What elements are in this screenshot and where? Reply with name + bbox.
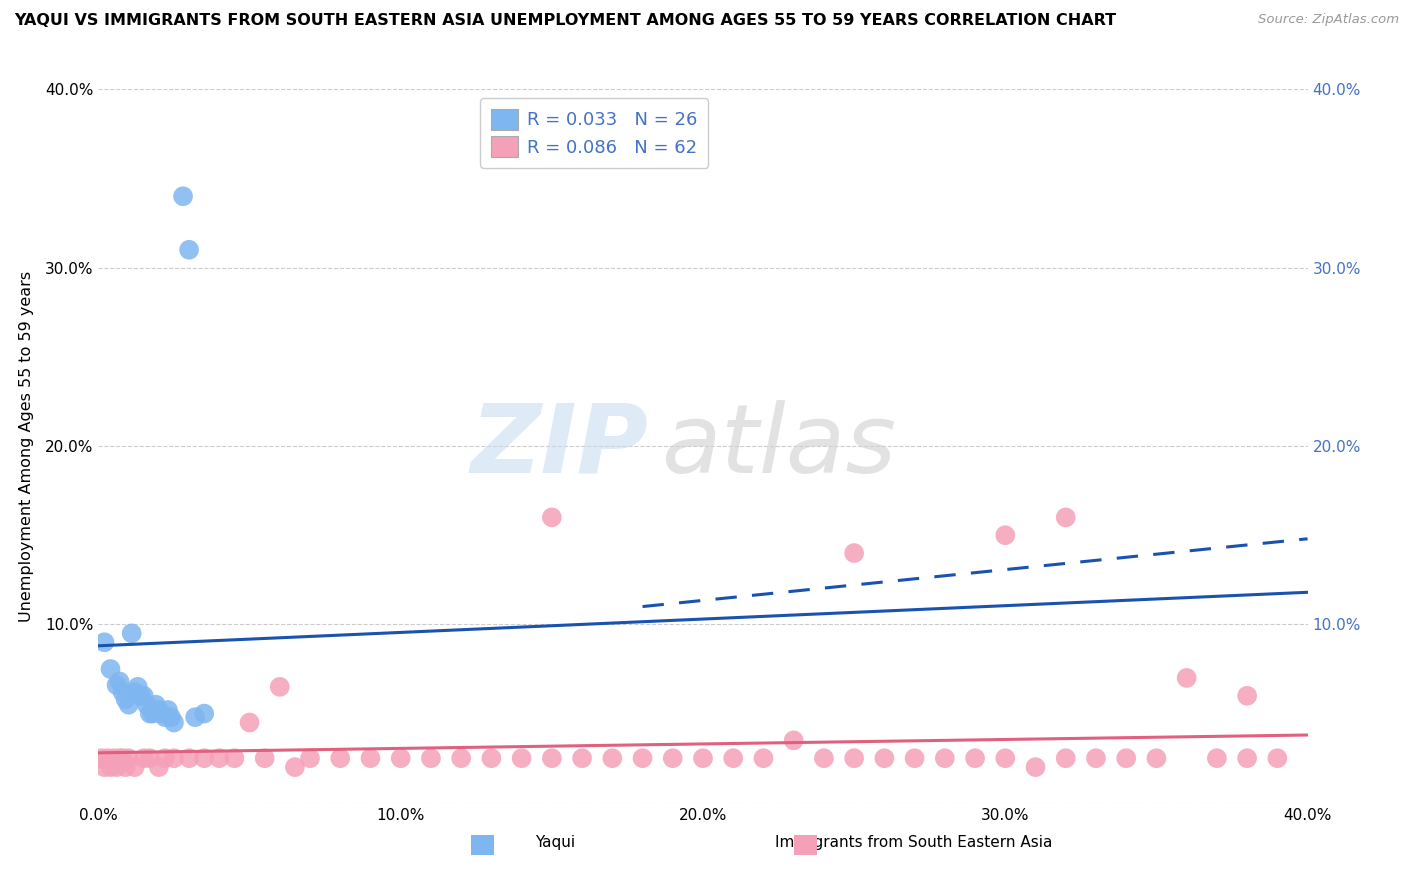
- Point: [723, 751, 745, 765]
- Text: YAQUI VS IMMIGRANTS FROM SOUTH EASTERN ASIA UNEMPLOYMENT AMONG AGES 55 TO 59 YEA: YAQUI VS IMMIGRANTS FROM SOUTH EASTERN A…: [14, 13, 1116, 29]
- Point: [284, 760, 307, 774]
- Point: [179, 751, 201, 765]
- Point: [904, 751, 927, 765]
- Point: [184, 710, 207, 724]
- Point: [127, 680, 149, 694]
- Point: [450, 751, 472, 765]
- Point: [118, 698, 141, 712]
- Text: Source: ZipAtlas.com: Source: ZipAtlas.com: [1258, 13, 1399, 27]
- Point: [93, 760, 115, 774]
- Point: [132, 751, 155, 765]
- Point: [1085, 751, 1108, 765]
- Point: [360, 751, 382, 765]
- Point: [1115, 751, 1137, 765]
- Point: [124, 685, 146, 699]
- Point: [193, 751, 215, 765]
- Point: [163, 751, 186, 765]
- Point: [329, 751, 352, 765]
- Point: [100, 662, 122, 676]
- Text: ZIP: ZIP: [471, 400, 648, 492]
- Point: [142, 706, 165, 721]
- Point: [1024, 760, 1046, 774]
- Point: [105, 760, 128, 774]
- Point: [208, 751, 231, 765]
- Point: [299, 751, 322, 765]
- Point: [224, 751, 246, 765]
- Point: [1144, 751, 1167, 765]
- Point: [873, 751, 896, 765]
- Point: [631, 751, 654, 765]
- Point: [813, 751, 835, 765]
- Text: Immigrants from South Eastern Asia: Immigrants from South Eastern Asia: [775, 836, 1053, 850]
- Point: [179, 243, 201, 257]
- Point: [105, 678, 128, 692]
- Point: [540, 510, 562, 524]
- Point: [121, 626, 143, 640]
- Point: [111, 751, 134, 765]
- Point: [111, 685, 134, 699]
- Point: [540, 751, 562, 765]
- Y-axis label: Unemployment Among Ages 55 to 59 years: Unemployment Among Ages 55 to 59 years: [18, 270, 34, 622]
- Point: [156, 703, 179, 717]
- Point: [571, 751, 593, 765]
- Point: [510, 751, 533, 765]
- Point: [193, 706, 215, 721]
- Point: [481, 751, 503, 765]
- Point: [420, 751, 443, 765]
- Point: [994, 751, 1017, 765]
- Point: [139, 751, 162, 765]
- Point: [135, 698, 157, 712]
- Point: [1054, 751, 1077, 765]
- Point: [172, 189, 194, 203]
- Point: [132, 689, 155, 703]
- Point: [389, 751, 412, 765]
- Point: [965, 751, 987, 765]
- Point: [145, 698, 167, 712]
- Point: [239, 715, 262, 730]
- Point: [934, 751, 956, 765]
- Point: [269, 680, 291, 694]
- Point: [100, 760, 122, 774]
- Legend: R = 0.033   N = 26, R = 0.086   N = 62: R = 0.033 N = 26, R = 0.086 N = 62: [479, 98, 709, 168]
- Point: [602, 751, 624, 765]
- Point: [692, 751, 714, 765]
- Point: [129, 689, 152, 703]
- Point: [96, 751, 118, 765]
- Point: [1175, 671, 1198, 685]
- Point: [114, 692, 136, 706]
- Point: [844, 546, 866, 560]
- Point: [148, 760, 170, 774]
- Point: [108, 674, 131, 689]
- Point: [662, 751, 685, 765]
- Point: [253, 751, 276, 765]
- Point: [783, 733, 806, 747]
- Point: [90, 751, 112, 765]
- Point: [163, 715, 186, 730]
- Point: [1206, 751, 1229, 765]
- Point: [150, 706, 173, 721]
- Text: atlas: atlas: [661, 400, 896, 492]
- Point: [1236, 689, 1258, 703]
- Point: [752, 751, 775, 765]
- Point: [103, 751, 125, 765]
- Point: [994, 528, 1017, 542]
- Text: Yaqui: Yaqui: [536, 836, 575, 850]
- Point: [139, 706, 162, 721]
- Point: [118, 751, 141, 765]
- Point: [148, 703, 170, 717]
- Point: [93, 635, 115, 649]
- Point: [124, 760, 146, 774]
- Point: [1267, 751, 1289, 765]
- Point: [1054, 510, 1077, 524]
- Point: [1236, 751, 1258, 765]
- Point: [844, 751, 866, 765]
- Point: [153, 751, 176, 765]
- Point: [160, 710, 183, 724]
- Point: [114, 760, 136, 774]
- Point: [153, 710, 176, 724]
- Point: [108, 751, 131, 765]
